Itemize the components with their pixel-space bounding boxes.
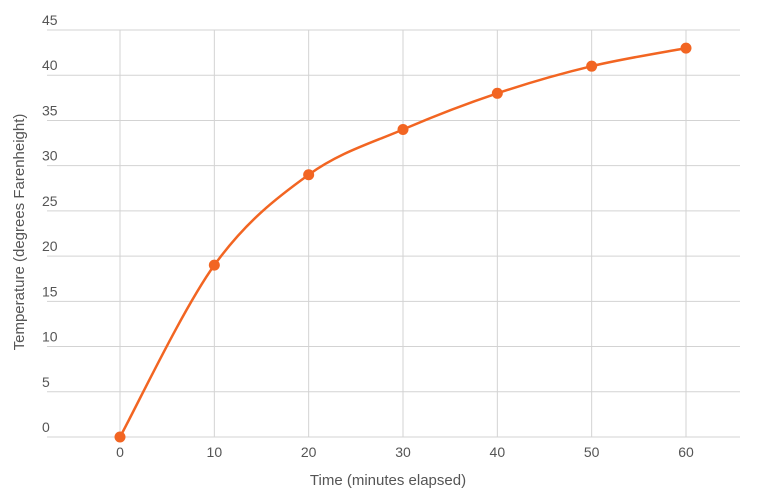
y-tick-label: 20 <box>42 238 58 254</box>
x-tick-label: 40 <box>490 444 506 460</box>
y-axis-label: Temperature (degrees Farenheight) <box>11 114 28 351</box>
x-tick-label: 20 <box>301 444 317 460</box>
x-tick-label: 10 <box>207 444 223 460</box>
y-tick-label: 15 <box>42 283 58 299</box>
y-tick-label: 30 <box>42 148 58 164</box>
y-tick-label: 35 <box>42 102 58 118</box>
grid <box>47 29 740 438</box>
x-tick-label: 0 <box>116 444 124 460</box>
data-point[interactable] <box>397 123 409 135</box>
data-point[interactable] <box>208 259 220 271</box>
x-axis-label: Time (minutes elapsed) <box>310 472 466 489</box>
x-tick-label: 50 <box>584 444 600 460</box>
data-point[interactable] <box>114 431 126 443</box>
x-tick-label: 60 <box>678 444 694 460</box>
y-tick-label: 0 <box>42 419 50 435</box>
data-point[interactable] <box>491 87 503 99</box>
y-tick-label: 10 <box>42 329 58 345</box>
x-tick-label: 30 <box>395 444 411 460</box>
x-axis-ticks: 0 10 20 30 40 50 60 <box>116 444 694 460</box>
y-tick-label: 5 <box>42 374 50 390</box>
data-point[interactable] <box>680 42 692 54</box>
data-point[interactable] <box>586 60 598 72</box>
y-tick-label: 40 <box>42 57 58 73</box>
y-tick-label: 45 <box>42 12 58 28</box>
data-point[interactable] <box>303 169 315 181</box>
y-axis-ticks: 0 5 10 15 20 25 30 35 40 45 <box>42 12 58 435</box>
y-tick-label: 25 <box>42 193 58 209</box>
series-layer <box>114 42 692 443</box>
